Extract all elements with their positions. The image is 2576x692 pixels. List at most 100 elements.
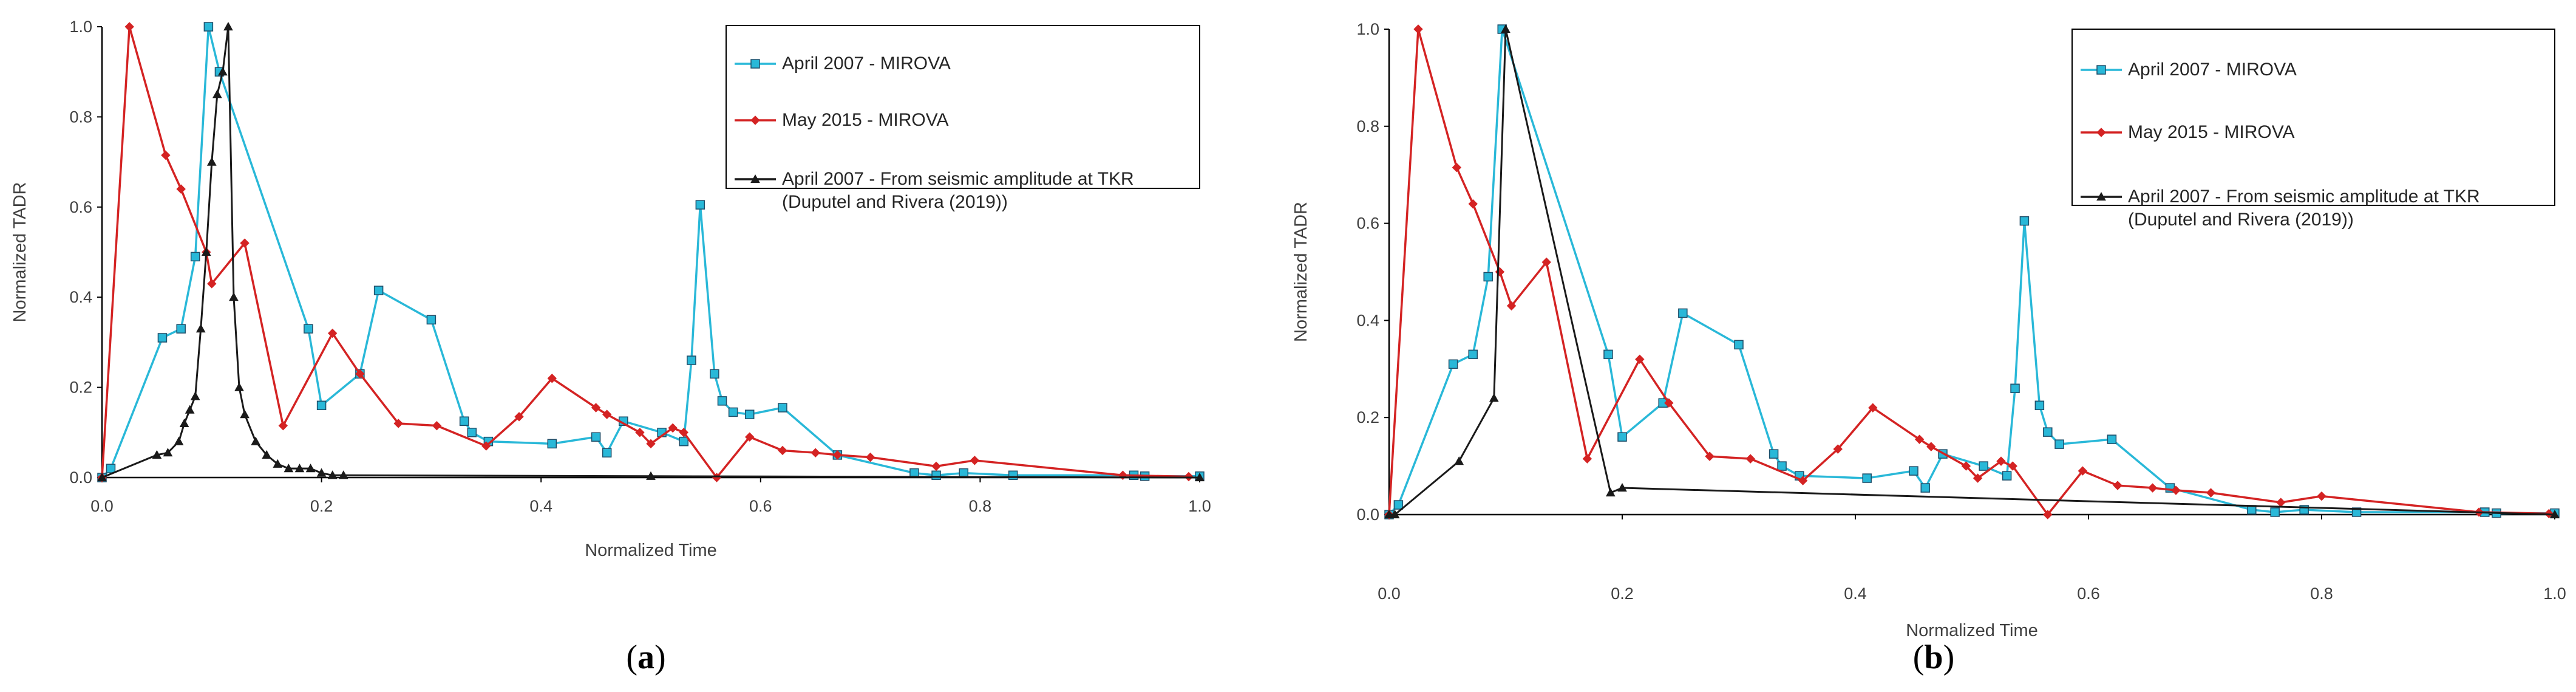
data-point bbox=[635, 428, 645, 437]
data-point bbox=[432, 420, 442, 431]
data-point bbox=[2107, 434, 2117, 444]
y-tick-label: 0.4 bbox=[1356, 311, 1379, 329]
data-point bbox=[1868, 403, 1878, 413]
data-point bbox=[2276, 498, 2286, 507]
legend-marker bbox=[2096, 191, 2106, 201]
data-point bbox=[865, 452, 875, 462]
data-point bbox=[218, 67, 228, 76]
data-point bbox=[1506, 301, 1517, 311]
legend-label: April 2007 - From seismic amplitude at T… bbox=[2128, 187, 2480, 207]
data-point bbox=[1973, 473, 1983, 483]
data-point bbox=[602, 409, 612, 419]
x-axis-label: Normalized Time bbox=[585, 541, 717, 560]
data-point bbox=[284, 464, 294, 473]
data-point bbox=[251, 436, 260, 445]
data-point bbox=[1862, 473, 1872, 483]
data-point bbox=[547, 374, 557, 383]
y-tick-label: 0.6 bbox=[69, 198, 92, 216]
legend-marker bbox=[750, 174, 760, 183]
data-point bbox=[2034, 400, 2045, 410]
data-point bbox=[2054, 439, 2064, 449]
legend-marker bbox=[2096, 128, 2106, 137]
data-point bbox=[185, 405, 195, 414]
legend-marker bbox=[750, 59, 760, 69]
data-point bbox=[304, 324, 313, 334]
data-point bbox=[2270, 507, 2280, 517]
x-tick-label: 0.4 bbox=[1844, 584, 1867, 603]
data-point bbox=[646, 439, 656, 449]
data-point bbox=[1603, 349, 1613, 360]
data-point bbox=[467, 428, 477, 437]
x-axis-label: Normalized Time bbox=[1906, 621, 2038, 640]
panel-label-a: (a) bbox=[626, 639, 665, 676]
data-point bbox=[2171, 485, 2181, 495]
legend-label-line2: (Duputel and Rivera (2019)) bbox=[2128, 210, 2354, 230]
data-point bbox=[679, 428, 688, 437]
data-point bbox=[481, 441, 491, 451]
data-point bbox=[717, 396, 727, 406]
data-point bbox=[278, 420, 288, 431]
x-tick-label: 0.0 bbox=[1378, 584, 1401, 603]
data-point bbox=[355, 369, 365, 379]
data-point bbox=[1452, 163, 1462, 173]
data-point bbox=[646, 471, 656, 480]
data-point bbox=[327, 328, 338, 338]
data-point bbox=[1617, 483, 1627, 492]
data-point bbox=[305, 464, 316, 473]
data-point bbox=[679, 436, 688, 447]
data-point bbox=[2147, 483, 2158, 493]
data-point bbox=[1769, 449, 1779, 459]
y-tick-label: 0.6 bbox=[1356, 214, 1379, 233]
y-tick-label: 1.0 bbox=[69, 18, 92, 36]
data-point bbox=[2206, 488, 2216, 498]
data-point bbox=[212, 89, 222, 98]
y-axis-label: Normalized TADR bbox=[1291, 202, 1311, 342]
data-point bbox=[179, 418, 189, 428]
data-point bbox=[393, 419, 403, 428]
data-point bbox=[1489, 393, 1499, 402]
x-tick-label: 0.2 bbox=[310, 497, 333, 515]
data-point bbox=[668, 423, 678, 433]
data-point bbox=[687, 355, 696, 365]
data-point bbox=[1926, 442, 1936, 451]
data-point bbox=[426, 315, 437, 325]
data-point bbox=[1605, 488, 1616, 497]
data-point bbox=[240, 238, 250, 248]
x-tick-label: 0.2 bbox=[1611, 584, 1634, 603]
data-point bbox=[1008, 470, 1018, 481]
data-point bbox=[1920, 483, 1930, 493]
series-1 bbox=[1384, 24, 2554, 519]
data-point bbox=[1384, 509, 1394, 519]
data-point bbox=[1705, 451, 1715, 461]
series-2 bbox=[97, 21, 1205, 482]
data-point bbox=[2010, 383, 2020, 394]
x-tick-label: 0.8 bbox=[2310, 584, 2333, 603]
data-point bbox=[1664, 398, 1674, 408]
y-tick-label: 0.8 bbox=[1356, 117, 1379, 135]
x-tick-label: 1.0 bbox=[2543, 584, 2566, 603]
data-point bbox=[1678, 308, 1688, 318]
data-point bbox=[203, 22, 214, 32]
legend: April 2007 - MIROVA May 2015 - MIROVA Apri… bbox=[726, 25, 1200, 212]
data-point bbox=[157, 333, 168, 343]
chart-a: 0.0 0.2 0.4 0.6 0.8 1.0 0.0 0.2 0.4 0.6 0.8 1.0 Norm… bbox=[10, 18, 1211, 560]
x-tick-label: 0.8 bbox=[969, 497, 992, 515]
data-point bbox=[832, 450, 843, 460]
data-point bbox=[591, 403, 601, 413]
data-point bbox=[1468, 349, 1478, 360]
data-point bbox=[1734, 340, 1744, 350]
data-point bbox=[294, 464, 305, 473]
data-point bbox=[1393, 500, 1404, 510]
data-point bbox=[514, 412, 524, 422]
data-point bbox=[1961, 461, 1971, 471]
data-point bbox=[547, 439, 557, 449]
legend: April 2007 - MIROVA May 2015 - MIROVA Apri… bbox=[2071, 29, 2555, 230]
data-point bbox=[778, 445, 787, 456]
data-point bbox=[2043, 510, 2053, 519]
data-point bbox=[2008, 461, 2017, 471]
data-point bbox=[1833, 444, 1843, 454]
data-point bbox=[744, 409, 755, 419]
data-point bbox=[1617, 432, 1627, 442]
y-tick-label: 0.4 bbox=[69, 288, 92, 306]
